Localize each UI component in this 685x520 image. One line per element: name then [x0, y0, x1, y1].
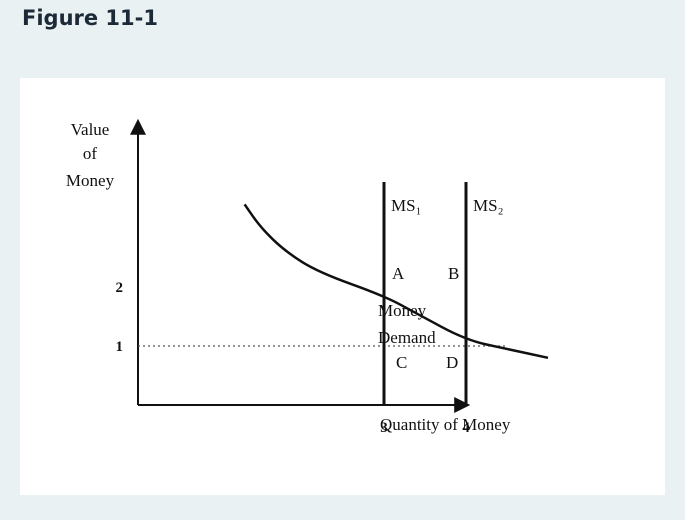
money-demand-label-line-1: Money: [378, 301, 427, 320]
point-label-a: A: [392, 264, 405, 283]
x-axis-label: Quantity of Money: [380, 415, 511, 434]
page-title: Figure 11-1: [22, 6, 158, 30]
y-axis-label-line-1: Value: [71, 120, 110, 139]
point-label-d: D: [446, 353, 458, 372]
y-tick-label-1: 1: [116, 339, 124, 355]
money-demand-label-line-2: Demand: [378, 328, 436, 347]
y-tick-label-2: 2: [116, 280, 124, 296]
ms2-label: MS₂: [473, 196, 504, 215]
point-label-b: B: [448, 264, 459, 283]
x-tick-label-4: 4: [462, 420, 470, 436]
money-market-chart: Value of Money Quantity of Money 3 4 2 1…: [66, 118, 549, 436]
x-tick-label-3: 3: [380, 420, 388, 436]
y-axis-label-line-3: Money: [66, 171, 115, 190]
point-label-c: C: [396, 353, 407, 372]
y-axis-label-line-2: of: [83, 144, 98, 163]
money-demand-curve: [243, 203, 549, 360]
figure-panel: Value of Money Quantity of Money 3 4 2 1…: [20, 78, 665, 495]
ms1-label: MS₁: [391, 196, 422, 215]
